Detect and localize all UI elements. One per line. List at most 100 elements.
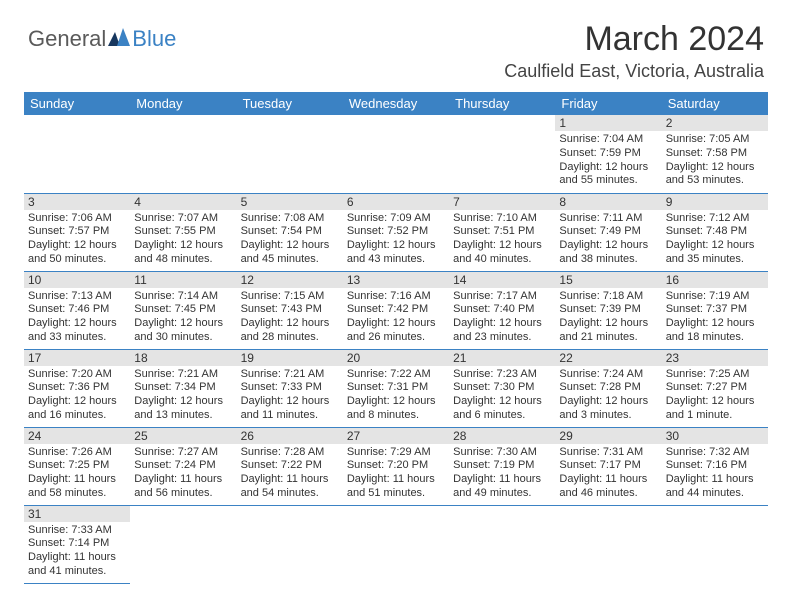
day-details: Sunrise: 7:07 AMSunset: 7:55 PMDaylight:… [130, 210, 236, 271]
calendar-cell [662, 505, 768, 583]
calendar-cell: 31Sunrise: 7:33 AMSunset: 7:14 PMDayligh… [24, 505, 130, 583]
calendar-cell: 10Sunrise: 7:13 AMSunset: 7:46 PMDayligh… [24, 271, 130, 349]
sunrise-text: Sunrise: 7:18 AM [559, 290, 657, 304]
sunrise-text: Sunrise: 7:11 AM [559, 212, 657, 226]
calendar-cell [130, 115, 236, 193]
daylight-text: Daylight: 12 hours and 40 minutes. [453, 239, 551, 267]
sunrise-text: Sunrise: 7:16 AM [347, 290, 445, 304]
calendar-week-row: 24Sunrise: 7:26 AMSunset: 7:25 PMDayligh… [24, 427, 768, 505]
sunset-text: Sunset: 7:59 PM [559, 147, 657, 161]
daylight-text: Daylight: 12 hours and 28 minutes. [241, 317, 339, 345]
day-details: Sunrise: 7:26 AMSunset: 7:25 PMDaylight:… [24, 444, 130, 505]
day-details: Sunrise: 7:11 AMSunset: 7:49 PMDaylight:… [555, 210, 661, 271]
sunset-text: Sunset: 7:54 PM [241, 225, 339, 239]
day-details: Sunrise: 7:27 AMSunset: 7:24 PMDaylight:… [130, 444, 236, 505]
sunrise-text: Sunrise: 7:28 AM [241, 446, 339, 460]
calendar-cell [343, 505, 449, 583]
day-number: 18 [130, 350, 236, 366]
sunset-text: Sunset: 7:43 PM [241, 303, 339, 317]
day-number: 21 [449, 350, 555, 366]
day-number: 25 [130, 428, 236, 444]
sunset-text: Sunset: 7:36 PM [28, 381, 126, 395]
day-details: Sunrise: 7:10 AMSunset: 7:51 PMDaylight:… [449, 210, 555, 271]
daylight-text: Daylight: 12 hours and 23 minutes. [453, 317, 551, 345]
calendar-cell: 8Sunrise: 7:11 AMSunset: 7:49 PMDaylight… [555, 193, 661, 271]
daylight-text: Daylight: 12 hours and 50 minutes. [28, 239, 126, 267]
daylight-text: Daylight: 12 hours and 48 minutes. [134, 239, 232, 267]
day-details: Sunrise: 7:12 AMSunset: 7:48 PMDaylight:… [662, 210, 768, 271]
daylight-text: Daylight: 11 hours and 56 minutes. [134, 473, 232, 501]
calendar-cell: 23Sunrise: 7:25 AMSunset: 7:27 PMDayligh… [662, 349, 768, 427]
day-number: 14 [449, 272, 555, 288]
daylight-text: Daylight: 11 hours and 58 minutes. [28, 473, 126, 501]
calendar-cell [237, 115, 343, 193]
day-number: 1 [555, 115, 661, 131]
calendar-cell: 7Sunrise: 7:10 AMSunset: 7:51 PMDaylight… [449, 193, 555, 271]
calendar-cell: 30Sunrise: 7:32 AMSunset: 7:16 PMDayligh… [662, 427, 768, 505]
calendar-table: SundayMondayTuesdayWednesdayThursdayFrid… [24, 92, 768, 584]
daylight-text: Daylight: 12 hours and 16 minutes. [28, 395, 126, 423]
day-details: Sunrise: 7:30 AMSunset: 7:19 PMDaylight:… [449, 444, 555, 505]
daylight-text: Daylight: 12 hours and 35 minutes. [666, 239, 764, 267]
calendar-cell: 25Sunrise: 7:27 AMSunset: 7:24 PMDayligh… [130, 427, 236, 505]
month-title: March 2024 [504, 20, 764, 59]
calendar-cell: 20Sunrise: 7:22 AMSunset: 7:31 PMDayligh… [343, 349, 449, 427]
sunrise-text: Sunrise: 7:26 AM [28, 446, 126, 460]
sunset-text: Sunset: 7:55 PM [134, 225, 232, 239]
day-details: Sunrise: 7:15 AMSunset: 7:43 PMDaylight:… [237, 288, 343, 349]
sunrise-text: Sunrise: 7:32 AM [666, 446, 764, 460]
day-number: 23 [662, 350, 768, 366]
sunset-text: Sunset: 7:58 PM [666, 147, 764, 161]
sunrise-text: Sunrise: 7:08 AM [241, 212, 339, 226]
sunrise-text: Sunrise: 7:06 AM [28, 212, 126, 226]
sunset-text: Sunset: 7:33 PM [241, 381, 339, 395]
day-details: Sunrise: 7:18 AMSunset: 7:39 PMDaylight:… [555, 288, 661, 349]
calendar-cell [343, 115, 449, 193]
calendar-cell: 1Sunrise: 7:04 AMSunset: 7:59 PMDaylight… [555, 115, 661, 193]
sunset-text: Sunset: 7:14 PM [28, 537, 126, 551]
sunset-text: Sunset: 7:51 PM [453, 225, 551, 239]
logo-text-blue: Blue [132, 26, 176, 52]
day-number: 3 [24, 194, 130, 210]
sunrise-text: Sunrise: 7:13 AM [28, 290, 126, 304]
day-number: 29 [555, 428, 661, 444]
daylight-text: Daylight: 12 hours and 13 minutes. [134, 395, 232, 423]
calendar-cell: 11Sunrise: 7:14 AMSunset: 7:45 PMDayligh… [130, 271, 236, 349]
day-number: 10 [24, 272, 130, 288]
day-details: Sunrise: 7:29 AMSunset: 7:20 PMDaylight:… [343, 444, 449, 505]
sunset-text: Sunset: 7:24 PM [134, 459, 232, 473]
day-details: Sunrise: 7:21 AMSunset: 7:33 PMDaylight:… [237, 366, 343, 427]
day-details: Sunrise: 7:24 AMSunset: 7:28 PMDaylight:… [555, 366, 661, 427]
calendar-cell: 22Sunrise: 7:24 AMSunset: 7:28 PMDayligh… [555, 349, 661, 427]
calendar-cell [237, 505, 343, 583]
sunrise-text: Sunrise: 7:09 AM [347, 212, 445, 226]
sunset-text: Sunset: 7:40 PM [453, 303, 551, 317]
calendar-cell: 3 Sunrise: 7:06 AMSunset: 7:57 PMDaylight… [24, 193, 130, 271]
day-details: Sunrise: 7:05 AMSunset: 7:58 PMDaylight:… [662, 131, 768, 192]
day-header: Thursday [449, 92, 555, 115]
day-number: 30 [662, 428, 768, 444]
day-details: Sunrise: 7:13 AMSunset: 7:46 PMDaylight:… [24, 288, 130, 349]
daylight-text: Daylight: 12 hours and 6 minutes. [453, 395, 551, 423]
sunrise-text: Sunrise: 7:07 AM [134, 212, 232, 226]
day-number: 2 [662, 115, 768, 131]
sunset-text: Sunset: 7:31 PM [347, 381, 445, 395]
daylight-text: Daylight: 12 hours and 33 minutes. [28, 317, 126, 345]
sunset-text: Sunset: 7:57 PM [28, 225, 126, 239]
day-header: Sunday [24, 92, 130, 115]
sunset-text: Sunset: 7:19 PM [453, 459, 551, 473]
sunrise-text: Sunrise: 7:17 AM [453, 290, 551, 304]
day-header: Monday [130, 92, 236, 115]
sunset-text: Sunset: 7:17 PM [559, 459, 657, 473]
day-details: Sunrise: 7:20 AMSunset: 7:36 PMDaylight:… [24, 366, 130, 427]
sunrise-text: Sunrise: 7:27 AM [134, 446, 232, 460]
sunrise-text: Sunrise: 7:20 AM [28, 368, 126, 382]
daylight-text: Daylight: 12 hours and 8 minutes. [347, 395, 445, 423]
calendar-body: 1Sunrise: 7:04 AMSunset: 7:59 PMDaylight… [24, 115, 768, 583]
daylight-text: Daylight: 11 hours and 46 minutes. [559, 473, 657, 501]
daylight-text: Daylight: 12 hours and 3 minutes. [559, 395, 657, 423]
day-number: 5 [237, 194, 343, 210]
daylight-text: Daylight: 11 hours and 54 minutes. [241, 473, 339, 501]
sunset-text: Sunset: 7:52 PM [347, 225, 445, 239]
calendar-cell: 12Sunrise: 7:15 AMSunset: 7:43 PMDayligh… [237, 271, 343, 349]
